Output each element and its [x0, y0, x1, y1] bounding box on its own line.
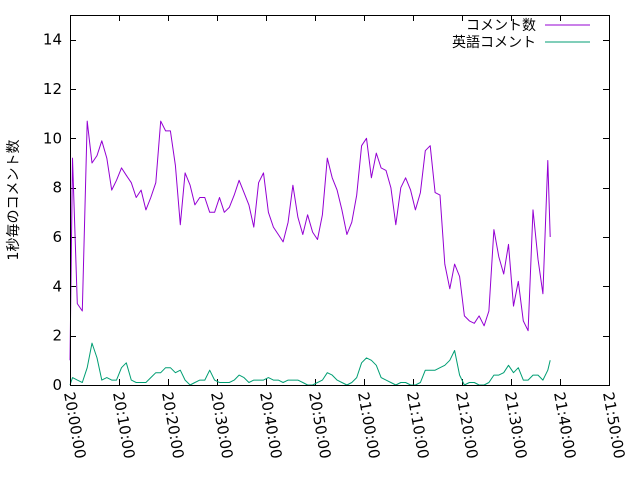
y-tick-label: 14: [43, 31, 62, 49]
y-tick-label: 6: [52, 228, 62, 246]
y-axis-label: 1秒毎のコメント数: [6, 140, 22, 261]
y-tick-label: 8: [52, 179, 62, 197]
y-tick-label: 0: [52, 376, 62, 394]
y-tick-label: 12: [43, 80, 62, 98]
y-tick-label: 2: [52, 327, 62, 345]
y-tick-label: 4: [52, 277, 62, 295]
legend-label-2: 英語コメント: [452, 34, 536, 51]
legend-label-1: コメント数: [466, 18, 536, 34]
y-tick-label: 10: [43, 129, 62, 147]
series-line-1: [69, 120, 551, 361]
plot-border: [70, 15, 610, 386]
